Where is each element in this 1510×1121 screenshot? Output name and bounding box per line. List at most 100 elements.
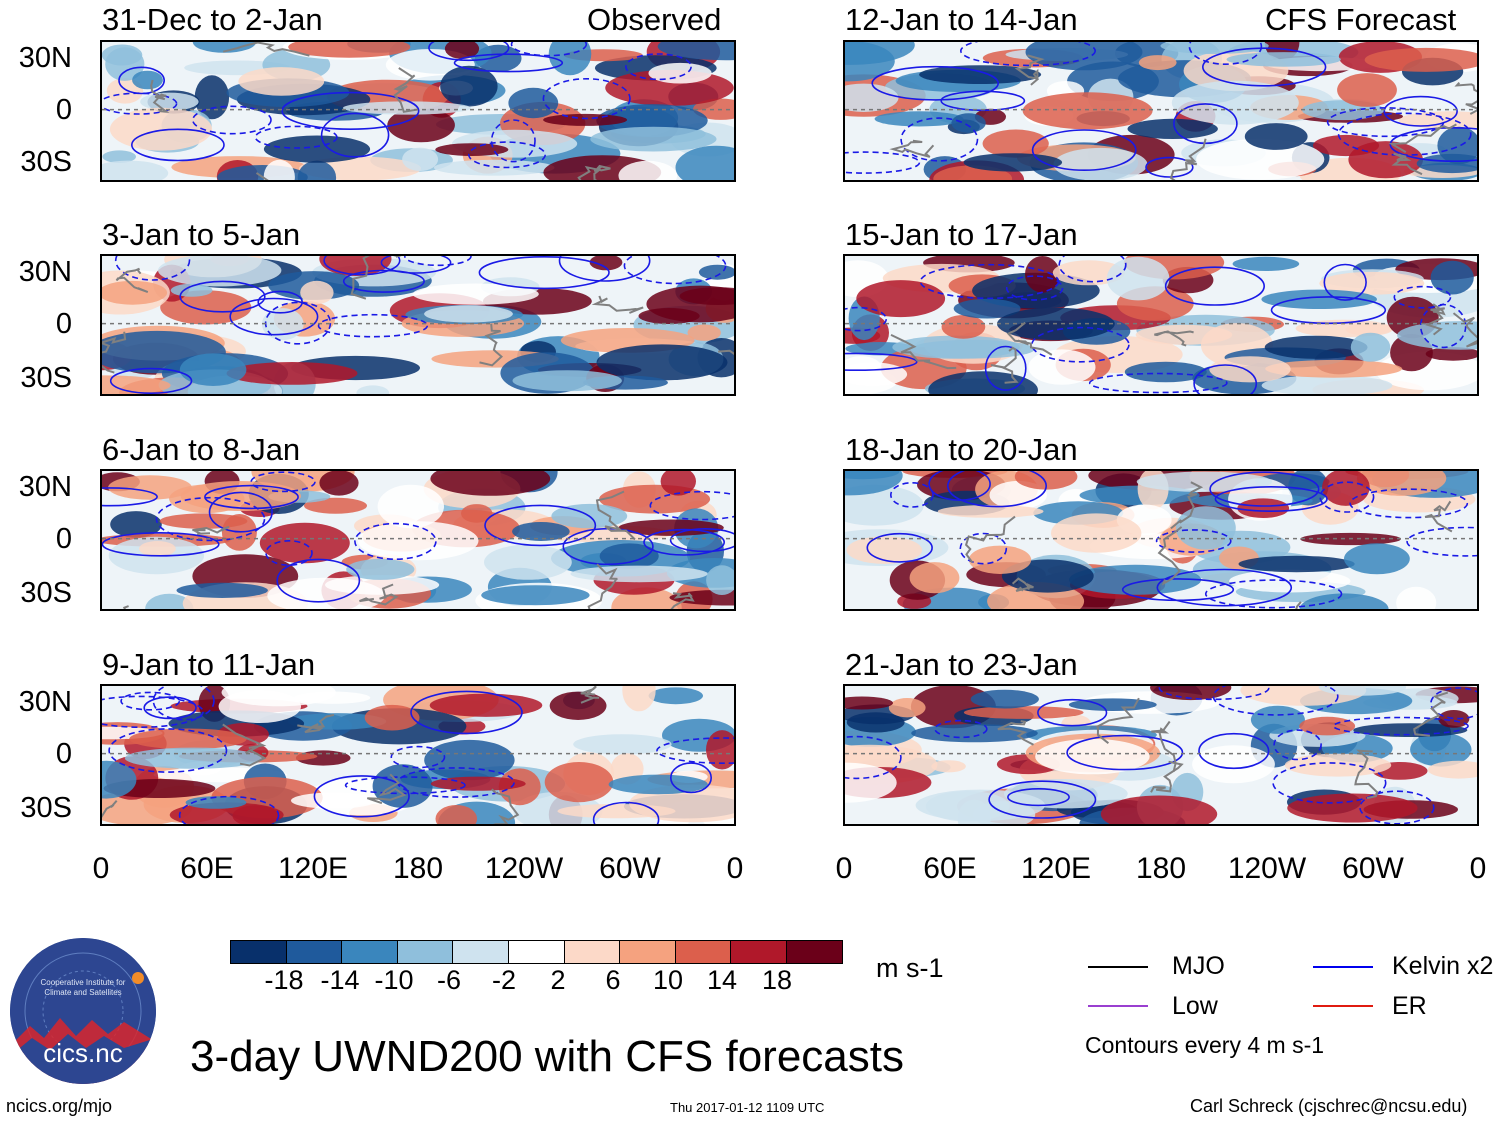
anomaly-blob [512, 370, 622, 392]
coastline [1413, 691, 1449, 737]
anomaly-blob [110, 511, 162, 538]
anomaly-blob [1192, 745, 1275, 784]
anomaly-blob [1318, 686, 1407, 696]
footer-credit: Carl Schreck (cjschrec@ncsu.edu) [1190, 1096, 1468, 1116]
coastline [366, 773, 407, 805]
anomaly-blob [589, 256, 623, 271]
panel-title: 9-Jan to 11-Jan [102, 647, 316, 682]
anomaly-blob [963, 706, 1084, 719]
anomaly-blob [845, 484, 924, 526]
anomaly-blob [176, 582, 268, 598]
kelvin-contour [102, 92, 178, 115]
anomaly-blob [856, 280, 946, 318]
kelvin-contour [114, 256, 191, 281]
anomaly-blob [963, 153, 1063, 172]
colorbar-label: -10 [374, 965, 414, 995]
anomaly-blob [194, 75, 230, 120]
anomaly-field [845, 686, 1477, 824]
anomaly-blob [845, 42, 895, 82]
kelvin-contour [1204, 579, 1343, 609]
lon-label: 60W [599, 852, 661, 885]
anomaly-blob [129, 728, 247, 750]
anomaly-blob [1025, 256, 1060, 293]
panel-tag-forecast: CFS Forecast [1265, 2, 1457, 37]
anomaly-blob [596, 344, 728, 381]
coastline [297, 713, 335, 734]
colorbar-swatch [507, 941, 564, 963]
coastline [593, 168, 602, 180]
anomaly-blob [1069, 564, 1202, 595]
kelvin-contour [1037, 698, 1108, 727]
kelvin-contour [1156, 568, 1293, 607]
panel-title: 6-Jan to 8-Jan [102, 432, 301, 467]
anomaly-blob [435, 805, 478, 824]
footer-link[interactable]: ncics.org/mjo [6, 1096, 113, 1116]
colorbar-swatch [730, 941, 786, 963]
anomaly-blob [1430, 260, 1474, 295]
colorbar-label: -14 [320, 965, 360, 995]
coastline [115, 267, 149, 294]
colorbar-label: 10 [652, 965, 684, 995]
anomaly-blob [424, 305, 513, 323]
colorbar-swatch [285, 941, 342, 963]
kelvin-contour [669, 762, 712, 794]
kelvin-contour [250, 471, 316, 493]
anomaly-blob [1238, 555, 1355, 573]
coastline [1150, 760, 1184, 793]
anomaly-blob [1261, 375, 1393, 394]
panel-title: 3-Jan to 5-Jan [102, 217, 301, 252]
contours-note: Contours every 4 m s-1 [1085, 1032, 1325, 1058]
anomaly-field [102, 256, 734, 394]
kelvin-contour [490, 119, 536, 163]
coastline [102, 800, 118, 818]
anomaly-blob [941, 315, 986, 339]
kelvin-contour [592, 801, 660, 824]
anomaly-field [845, 471, 1477, 609]
anomaly-blob [953, 298, 1021, 319]
anomaly-blob [218, 690, 301, 723]
anomaly-blob [570, 565, 708, 583]
lat-label: 30S [20, 146, 72, 178]
anomaly-blob [132, 70, 163, 90]
anomaly-blob [263, 135, 371, 163]
anomaly-blob [102, 280, 168, 305]
anomaly-blob [429, 693, 543, 717]
colorbar-swatch [396, 941, 453, 963]
panel-obs-4 [100, 684, 736, 826]
lat-label: 30N [18, 686, 72, 718]
colorbar-label: 14 [706, 965, 738, 995]
lon-label: 120W [1227, 852, 1307, 885]
anomaly-blob [226, 362, 358, 385]
panel-title: 15-Jan to 17-Jan [845, 217, 1078, 252]
kelvin-contour [131, 128, 225, 162]
cics-logo: cics.nc Cooperative Institute for Climat… [10, 938, 156, 1084]
coastline [479, 323, 504, 367]
anomaly-blob [970, 689, 1039, 709]
anomaly-blob [1127, 118, 1218, 139]
anomaly-blob [263, 159, 295, 180]
anomaly-blob [1136, 471, 1273, 492]
kelvin-contour [1066, 734, 1184, 771]
panel-obs-1 [100, 40, 736, 182]
anomaly-blob [687, 324, 721, 341]
kelvin-contour [1383, 95, 1458, 127]
coastline [222, 723, 267, 767]
kelvin-contour [342, 269, 425, 293]
coastline [890, 333, 957, 370]
kelvin-contour [871, 65, 999, 101]
legend-line-er [1313, 1005, 1373, 1007]
kelvin-contour [478, 256, 610, 290]
legend-label: MJO [1172, 952, 1225, 980]
colorbar-swatch [563, 941, 620, 963]
anomaly-blob [1427, 760, 1477, 779]
anomaly-blob [102, 375, 171, 394]
coastline [1014, 54, 1045, 86]
anomaly-blob [102, 760, 137, 799]
coastline [150, 79, 170, 113]
kelvin-contour [623, 256, 727, 285]
anomaly-field [102, 686, 734, 824]
anomaly-blob [288, 42, 411, 58]
anomaly-blob [267, 577, 385, 609]
anomaly-blob [599, 543, 659, 569]
kelvin-contour [1193, 364, 1258, 394]
